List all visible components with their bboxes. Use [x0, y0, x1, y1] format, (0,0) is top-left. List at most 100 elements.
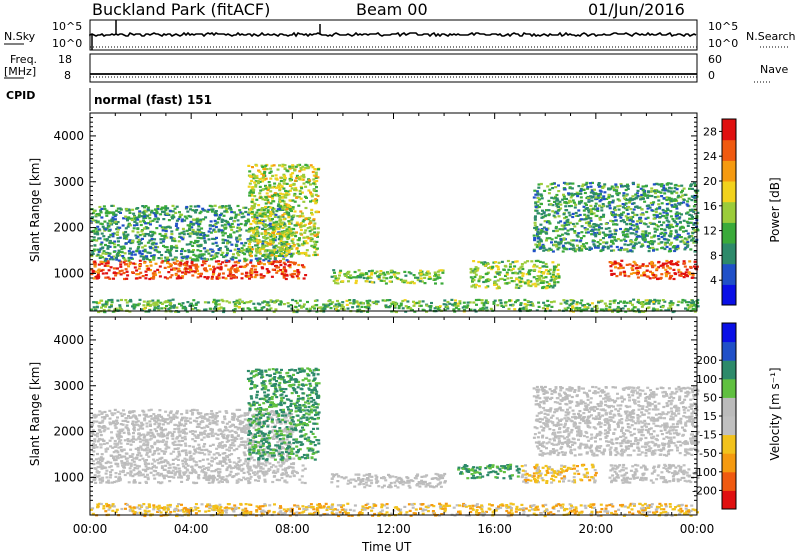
- power-echo-cell: [282, 255, 286, 258]
- power-echo-cell: [191, 307, 195, 311]
- power-echo-cell: [600, 227, 604, 230]
- power-echo-cell: [407, 271, 411, 274]
- power-echo-cell: [623, 221, 627, 224]
- power-echo-cell: [663, 243, 667, 246]
- power-echo-cell: [440, 282, 444, 285]
- power-echo-cell: [101, 225, 105, 228]
- power-echo-cell: [285, 208, 289, 211]
- power-echo-cell: [580, 237, 583, 240]
- power-echo-cell: [533, 221, 537, 224]
- power-echo-cell: [540, 194, 544, 197]
- power-echo-cell: [297, 250, 300, 253]
- power-echo-cell: [562, 195, 566, 198]
- power-echo-cell: [556, 229, 559, 232]
- power-echo-cell: [278, 303, 281, 306]
- power-echo-cell: [503, 264, 507, 267]
- power-echo-cell: [151, 230, 155, 234]
- power-echo-cell: [102, 235, 106, 238]
- power-echo-cell: [151, 247, 155, 250]
- power-echo-cell: [259, 252, 262, 255]
- power-echo-cell: [176, 227, 180, 230]
- power-echo-cell: [115, 209, 119, 212]
- power-echo-cell: [561, 246, 565, 249]
- power-echo-cell: [575, 191, 579, 194]
- power-echo-cell: [599, 192, 602, 195]
- power-echo-cell: [281, 208, 284, 211]
- power-echo-cell: [553, 281, 557, 284]
- power-echo-cell: [257, 239, 261, 242]
- power-echo-cell: [209, 268, 213, 271]
- power-echo-cell: [611, 310, 614, 313]
- power-echo-cell: [195, 222, 199, 225]
- power-echo-cell: [213, 223, 217, 227]
- power-echo-cell: [526, 303, 530, 306]
- power-echo-cell: [204, 308, 208, 311]
- power-echo-cell: [495, 287, 499, 290]
- power-echo-cell: [474, 273, 478, 276]
- power-echo-cell: [669, 232, 673, 236]
- power-echo-cell: [253, 237, 257, 240]
- power-echo-cell: [155, 210, 159, 214]
- y-tick-label: 3000: [53, 175, 84, 189]
- power-echo-cell: [190, 262, 194, 265]
- power-echo-cell: [294, 235, 298, 238]
- power-echo-cell: [222, 255, 226, 259]
- power-echo-cell: [298, 299, 302, 302]
- power-echo-cell: [232, 211, 236, 214]
- power-echo-cell: [523, 261, 527, 264]
- power-echo-cell: [268, 238, 272, 241]
- power-echo-cell: [575, 303, 579, 306]
- power-echo-cell: [127, 250, 131, 253]
- power-echo-cell: [101, 304, 105, 307]
- power-echo-cell: [182, 233, 186, 236]
- power-echo-cell: [280, 254, 283, 257]
- power-echo-cell: [666, 189, 670, 192]
- power-echo-cell: [231, 256, 235, 259]
- power-echo-cell: [604, 234, 608, 237]
- power-echo-cell: [546, 185, 550, 188]
- power-echo-cell: [365, 307, 369, 310]
- power-echo-cell: [593, 232, 597, 235]
- power-echo-cell: [578, 213, 582, 217]
- power-echo-cell: [596, 224, 600, 227]
- power-echo-cell: [97, 275, 101, 278]
- power-echo-cell: [175, 260, 179, 263]
- power-echo-cell: [388, 299, 392, 302]
- power-echo-cell: [255, 176, 259, 180]
- power-echo-cell: [571, 305, 575, 308]
- power-echo-cell: [643, 240, 647, 243]
- power-echo-cell: [229, 235, 233, 238]
- power-echo-cell: [299, 232, 303, 235]
- power-echo-cell: [144, 210, 148, 213]
- power-echo-cell: [620, 259, 624, 262]
- power-echo-cell: [609, 245, 613, 248]
- power-echo-cell: [694, 191, 698, 194]
- power-echo-cell: [282, 212, 286, 215]
- power-echo-cell: [469, 267, 473, 271]
- power-echo-cell: [167, 219, 171, 222]
- power-echo-cell: [271, 223, 275, 226]
- power-echo-cell: [531, 302, 534, 305]
- power-echo-cell: [288, 189, 292, 192]
- power-echo-cell: [582, 205, 586, 208]
- power-echo-cell: [174, 273, 178, 277]
- power-echo-cell: [186, 232, 190, 235]
- power-echo-cell: [273, 192, 277, 195]
- power-echo-cell: [679, 274, 683, 277]
- power-echo-cell: [537, 305, 541, 308]
- power-echo-cell: [580, 231, 584, 234]
- power-echo-cell: [322, 303, 326, 306]
- power-echo-cell: [557, 263, 560, 266]
- power-echo-cell: [234, 213, 238, 216]
- power-echo-cell: [429, 305, 433, 308]
- power-echo-cell: [635, 213, 639, 217]
- power-echo-cell: [146, 268, 150, 271]
- power-echo-cell: [129, 224, 133, 227]
- power-echo-cell: [639, 221, 642, 224]
- power-echo-cell: [590, 228, 594, 231]
- power-echo-cell: [148, 277, 152, 281]
- power-echo-cell: [573, 230, 577, 233]
- power-echo-cell: [644, 232, 648, 235]
- power-echo-cell: [289, 219, 293, 222]
- power-echo-cell: [230, 217, 233, 220]
